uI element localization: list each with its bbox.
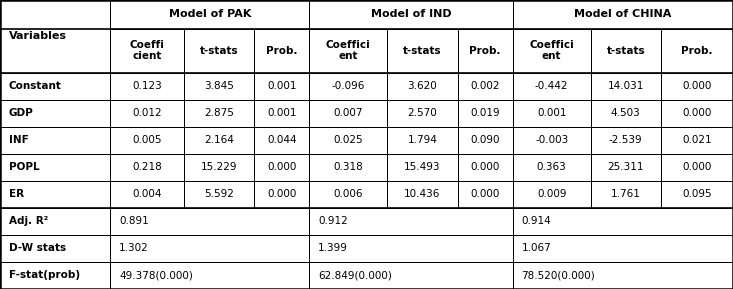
Text: 14.031: 14.031 (608, 81, 644, 91)
Text: 1.067: 1.067 (521, 244, 551, 253)
Text: 0.021: 0.021 (682, 136, 712, 145)
Text: 62.849(0.000): 62.849(0.000) (318, 271, 392, 281)
Text: 0.000: 0.000 (682, 81, 712, 91)
Text: t-stats: t-stats (199, 46, 238, 56)
Text: Coeffi
cient: Coeffi cient (130, 40, 164, 61)
Text: D-W stats: D-W stats (9, 244, 66, 253)
Text: 0.090: 0.090 (471, 136, 500, 145)
Text: 1.399: 1.399 (318, 244, 348, 253)
Text: 0.002: 0.002 (471, 81, 500, 91)
Text: 25.311: 25.311 (608, 162, 644, 173)
Text: 0.012: 0.012 (132, 108, 162, 118)
Text: 4.503: 4.503 (611, 108, 641, 118)
Text: Prob.: Prob. (266, 46, 298, 56)
Text: F-stat(prob): F-stat(prob) (9, 271, 80, 281)
Text: 0.363: 0.363 (537, 162, 567, 173)
Text: 10.436: 10.436 (404, 190, 441, 199)
Text: 0.891: 0.891 (119, 216, 149, 227)
Text: Prob.: Prob. (469, 46, 501, 56)
Text: 0.095: 0.095 (682, 190, 712, 199)
Text: 0.001: 0.001 (267, 81, 297, 91)
Text: 0.000: 0.000 (682, 108, 712, 118)
Text: 0.006: 0.006 (334, 190, 363, 199)
Text: 0.001: 0.001 (267, 108, 297, 118)
Text: INF: INF (9, 136, 29, 145)
Text: 15.493: 15.493 (404, 162, 441, 173)
Text: 0.000: 0.000 (682, 162, 712, 173)
Text: t-stats: t-stats (606, 46, 645, 56)
Text: 3.845: 3.845 (204, 81, 234, 91)
Text: -0.442: -0.442 (535, 81, 568, 91)
Text: 0.000: 0.000 (471, 190, 500, 199)
Text: 0.912: 0.912 (318, 216, 348, 227)
Text: 0.914: 0.914 (521, 216, 551, 227)
Text: Model of CHINA: Model of CHINA (574, 9, 671, 19)
Text: GDP: GDP (9, 108, 34, 118)
Text: 0.218: 0.218 (132, 162, 162, 173)
Text: 0.044: 0.044 (267, 136, 297, 145)
Text: 1.302: 1.302 (119, 244, 149, 253)
Text: 78.520(0.000): 78.520(0.000) (521, 271, 595, 281)
Text: Variables: Variables (9, 32, 67, 41)
Text: 0.001: 0.001 (537, 108, 567, 118)
Text: 0.025: 0.025 (334, 136, 363, 145)
Text: 0.000: 0.000 (267, 162, 296, 173)
Text: 2.570: 2.570 (408, 108, 438, 118)
Text: 1.794: 1.794 (408, 136, 438, 145)
Text: t-stats: t-stats (403, 46, 442, 56)
Text: Constant: Constant (9, 81, 62, 91)
Text: 0.007: 0.007 (334, 108, 363, 118)
Text: 5.592: 5.592 (204, 190, 234, 199)
Text: -2.539: -2.539 (609, 136, 643, 145)
Text: 2.875: 2.875 (204, 108, 234, 118)
Text: 0.019: 0.019 (471, 108, 500, 118)
Text: 2.164: 2.164 (204, 136, 234, 145)
Text: Model of IND: Model of IND (371, 9, 452, 19)
Text: Adj. R²: Adj. R² (9, 216, 48, 227)
Text: Coeffici
ent: Coeffici ent (529, 40, 574, 61)
Text: 15.229: 15.229 (201, 162, 237, 173)
Text: 49.378(0.000): 49.378(0.000) (119, 271, 193, 281)
Text: -0.096: -0.096 (331, 81, 365, 91)
Text: Model of PAK: Model of PAK (169, 9, 251, 19)
Text: 0.009: 0.009 (537, 190, 567, 199)
Text: POPL: POPL (9, 162, 40, 173)
Text: 1.761: 1.761 (611, 190, 641, 199)
Text: 3.620: 3.620 (408, 81, 438, 91)
Text: ER: ER (9, 190, 24, 199)
Text: 0.318: 0.318 (334, 162, 363, 173)
Text: -0.003: -0.003 (535, 136, 568, 145)
Text: Coeffici
ent: Coeffici ent (326, 40, 371, 61)
Text: Prob.: Prob. (681, 46, 712, 56)
Text: 0.123: 0.123 (132, 81, 162, 91)
Text: 0.005: 0.005 (132, 136, 162, 145)
Text: 0.000: 0.000 (471, 162, 500, 173)
Text: 0.004: 0.004 (132, 190, 162, 199)
Text: 0.000: 0.000 (267, 190, 296, 199)
